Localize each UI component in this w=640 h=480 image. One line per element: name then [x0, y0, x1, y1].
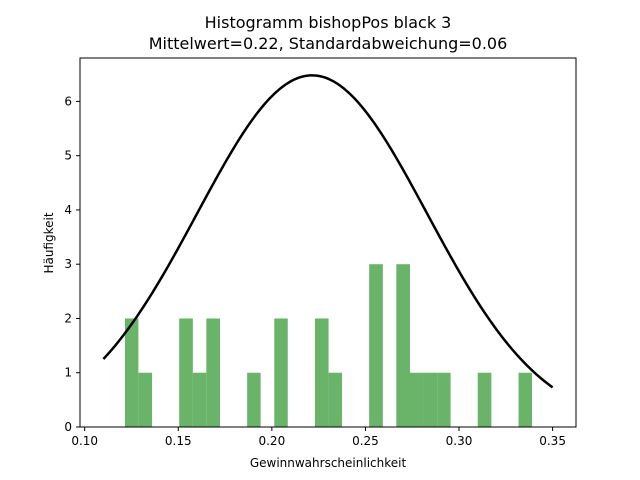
- y-tick-label: 0: [64, 420, 72, 434]
- x-axis-ticks: 0.10 0.15 0.20 0.25 0.30 0.35: [71, 427, 566, 448]
- x-tick-label: 0.35: [539, 434, 566, 448]
- histogram-bar: [423, 372, 438, 427]
- y-tick-label: 3: [64, 257, 72, 271]
- x-tick-label: 0.30: [446, 434, 473, 448]
- histogram-bar: [247, 372, 261, 427]
- y-tick-label: 1: [64, 366, 72, 380]
- y-tick-label: 6: [64, 94, 72, 108]
- histogram-bar: [518, 372, 533, 427]
- histogram-bar: [179, 318, 193, 427]
- histogram-bar: [369, 264, 383, 427]
- histogram-bar: [206, 318, 221, 427]
- chart-title: Histogramm bishopPos black 3: [205, 13, 452, 32]
- x-axis-label: Gewinnwahrscheinlichkeit: [250, 456, 407, 470]
- x-tick-label: 0.10: [71, 434, 98, 448]
- histogram-bars: [124, 264, 533, 427]
- plot-frame: [79, 57, 577, 428]
- histogram-bar: [409, 372, 424, 427]
- histogram-bar: [274, 318, 288, 427]
- y-axis-label: Häufigkeit: [42, 212, 56, 273]
- histogram-bar: [314, 318, 329, 427]
- normal-curve: [102, 74, 554, 389]
- x-tick-label: 0.25: [352, 434, 379, 448]
- x-tick-label: 0.15: [165, 434, 192, 448]
- x-tick-label: 0.20: [258, 434, 285, 448]
- y-axis-ticks: 0 1 2 3 4 5 6: [64, 94, 80, 434]
- histogram-bar: [138, 372, 153, 427]
- y-tick-label: 4: [64, 203, 72, 217]
- histogram-bar: [477, 372, 492, 427]
- histogram-bar: [192, 372, 207, 427]
- chart-subtitle: Mittelwert=0.22, Standardabweichung=0.06: [149, 34, 508, 53]
- y-tick-label: 2: [64, 311, 72, 325]
- y-tick-label: 5: [64, 149, 72, 163]
- histogram-bar: [124, 318, 139, 427]
- histogram-bar: [437, 372, 451, 427]
- histogram-bar: [328, 372, 343, 427]
- histogram-bar: [396, 264, 410, 427]
